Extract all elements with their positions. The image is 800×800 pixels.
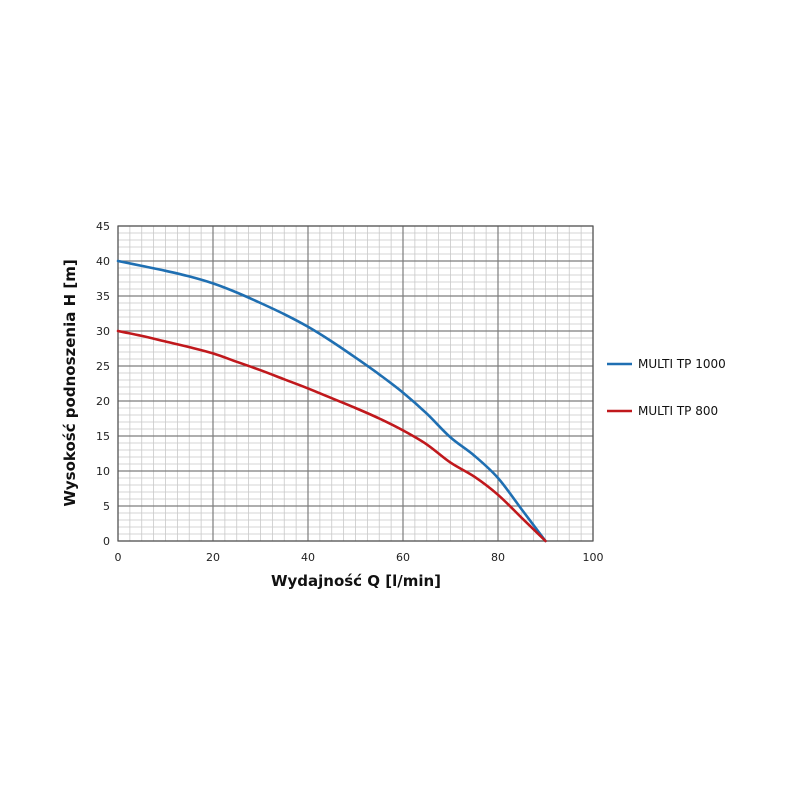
legend-label-multi-tp-800: MULTI TP 800 [638,404,718,418]
x-tick-label: 100 [583,551,604,564]
tick-labels: 0 20 40 60 80 100 0 5 10 15 20 25 30 35 40 45 [96,220,604,564]
x-tick-label: 0 [115,551,122,564]
plot-border [117,225,594,542]
x-tick-label: 60 [396,551,410,564]
y-tick-label: 0 [103,535,110,548]
series-line-multi-tp-800 [116,329,547,543]
y-tick-label: 5 [103,500,110,513]
y-tick-label: 10 [96,465,110,478]
y-tick-label: 30 [96,325,110,338]
plot-frame [117,225,594,542]
x-tick-label: 40 [301,551,315,564]
y-tick-label: 35 [96,290,110,303]
y-tick-label: 45 [96,220,110,233]
y-axis-title: Wysokość podnoszenia H [m] [61,259,79,506]
series-line-multi-tp-1000 [116,259,547,543]
x-tick-label: 80 [491,551,505,564]
x-tick-label: 20 [206,551,220,564]
legend: MULTI TP 1000 MULTI TP 800 [607,357,726,418]
grid-minor [117,225,594,542]
x-axis-title: Wydajność Q [l/min] [271,572,441,590]
y-tick-label: 25 [96,360,110,373]
legend-label-multi-tp-1000: MULTI TP 1000 [638,357,726,371]
y-tick-label: 20 [96,395,110,408]
y-tick-label: 40 [96,255,110,268]
y-tick-label: 15 [96,430,110,443]
series-layer [116,259,547,543]
